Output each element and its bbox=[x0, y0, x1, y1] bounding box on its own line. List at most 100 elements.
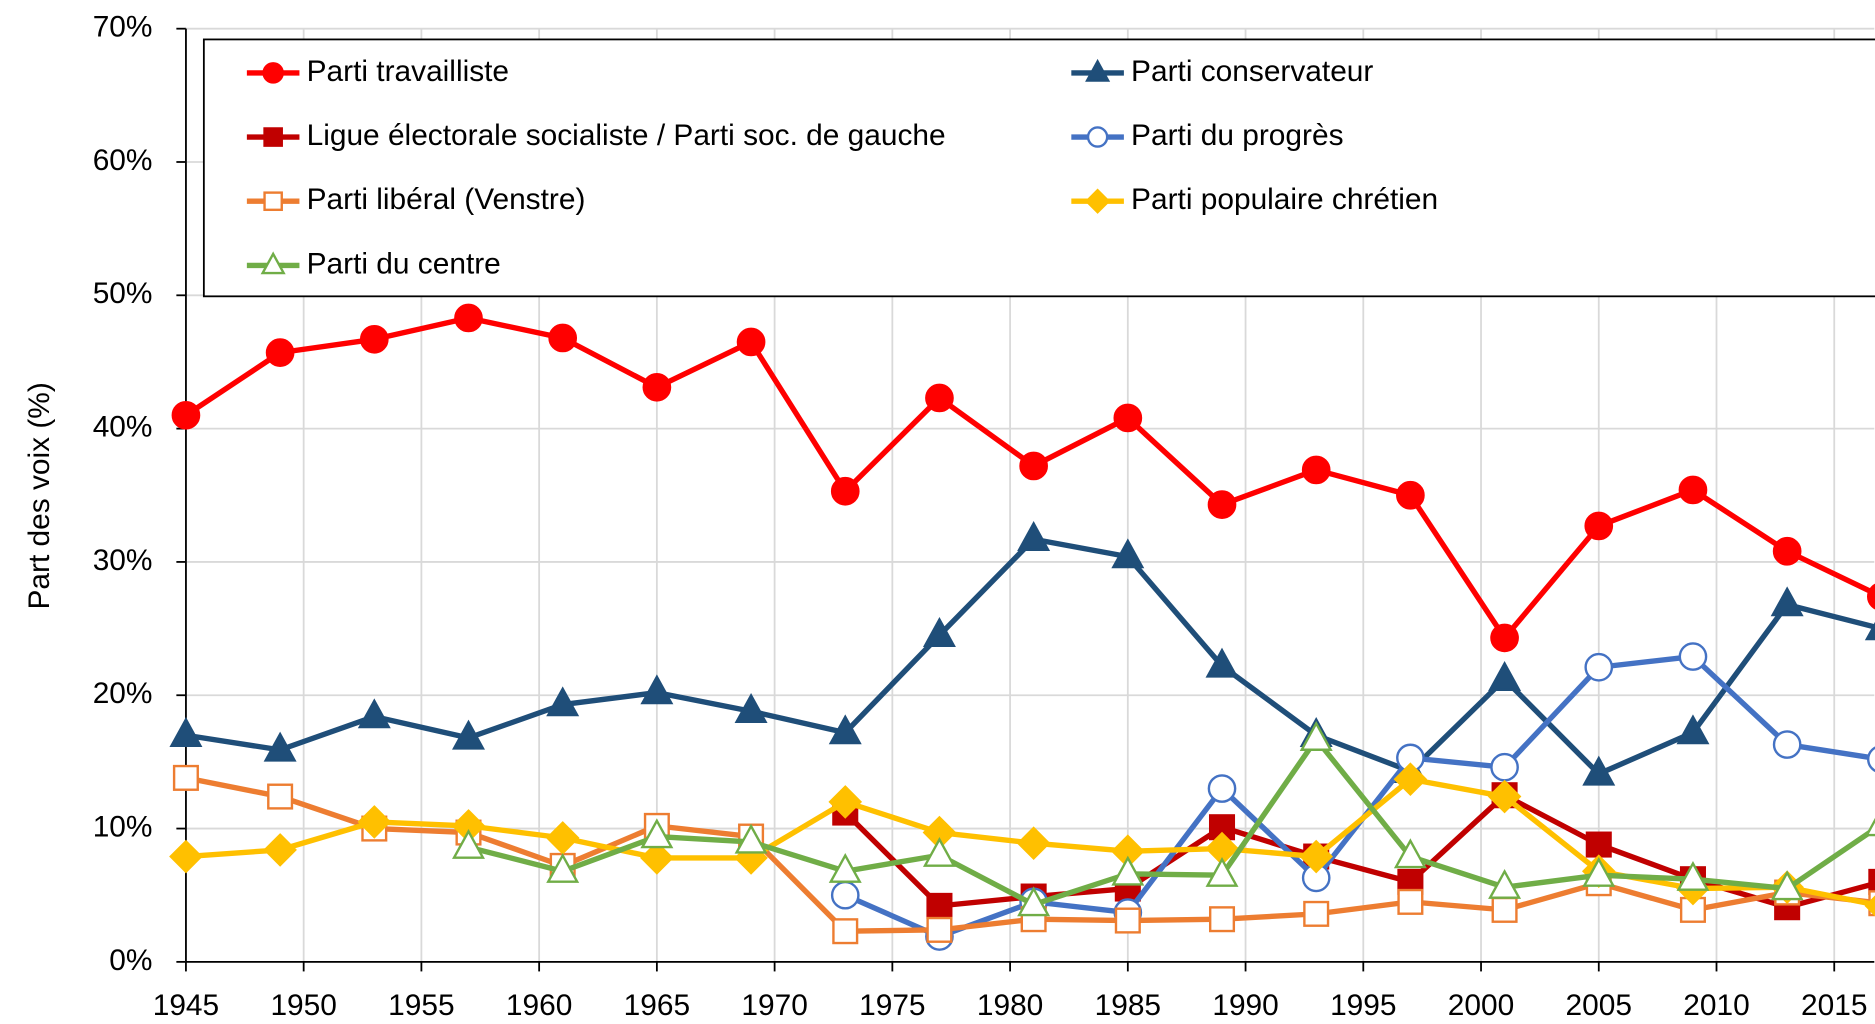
legend-marker bbox=[260, 251, 286, 275]
data-point bbox=[1019, 451, 1048, 481]
data-point bbox=[1491, 896, 1518, 923]
data-point bbox=[830, 880, 860, 910]
data-point bbox=[1678, 475, 1708, 505]
data-point bbox=[925, 383, 954, 413]
legend-label: Ligue électorale socialiste / Parti soc.… bbox=[307, 119, 946, 152]
data-point bbox=[171, 400, 201, 430]
x-tick-label: 1975 bbox=[859, 989, 925, 1022]
x-tick-label: 1960 bbox=[506, 989, 572, 1022]
data-point bbox=[1487, 779, 1522, 814]
legend-marker bbox=[1086, 126, 1109, 148]
x-tick-label: 2005 bbox=[1566, 989, 1632, 1022]
data-point bbox=[172, 764, 199, 791]
data-point bbox=[1017, 886, 1051, 917]
data-point bbox=[267, 783, 294, 810]
legend-label: Parti du centre bbox=[307, 247, 501, 280]
data-point bbox=[359, 324, 389, 354]
data-point bbox=[169, 839, 203, 874]
data-point bbox=[922, 836, 956, 867]
data-point bbox=[1111, 855, 1145, 886]
x-tick-label: 1965 bbox=[624, 989, 690, 1022]
data-point bbox=[1205, 856, 1239, 887]
data-point bbox=[828, 785, 863, 819]
data-point bbox=[734, 692, 768, 723]
data-point bbox=[1016, 826, 1051, 861]
y-tick-label: 50% bbox=[93, 277, 153, 310]
legend-label: Parti conservateur bbox=[1131, 55, 1373, 88]
data-point bbox=[1207, 774, 1237, 803]
data-point bbox=[1676, 714, 1710, 745]
x-tick-label: 2015 bbox=[1801, 989, 1867, 1022]
data-point bbox=[1299, 839, 1334, 874]
legend-marker bbox=[1085, 58, 1111, 82]
data-point bbox=[1301, 455, 1331, 485]
y-tick-label: 70% bbox=[93, 11, 153, 44]
data-point bbox=[1868, 868, 1875, 895]
y-tick-label: 40% bbox=[93, 411, 153, 444]
x-tick-label: 1985 bbox=[1095, 989, 1161, 1022]
data-point bbox=[263, 833, 297, 867]
data-point bbox=[1490, 623, 1519, 653]
legend-box bbox=[202, 38, 1875, 298]
data-point bbox=[1017, 521, 1051, 551]
legend-label: Parti populaire chrétien bbox=[1131, 183, 1438, 216]
data-point bbox=[1584, 652, 1614, 682]
data-point bbox=[452, 719, 485, 750]
data-point bbox=[1114, 907, 1141, 934]
y-tick-label: 30% bbox=[93, 544, 153, 577]
data-point bbox=[1393, 762, 1428, 797]
y-axis-label: Part des voix (%) bbox=[23, 382, 56, 609]
y-tick-label: 60% bbox=[93, 144, 153, 177]
data-point bbox=[1864, 895, 1875, 917]
data-point bbox=[1864, 817, 1875, 837]
legend-label: Parti du progrès bbox=[1131, 119, 1343, 152]
data-point bbox=[1303, 900, 1330, 927]
data-point bbox=[454, 303, 483, 333]
data-point bbox=[1490, 752, 1519, 782]
series-line bbox=[467, 736, 1875, 908]
data-point bbox=[357, 805, 392, 839]
legend-marker bbox=[263, 127, 283, 147]
data-point bbox=[640, 674, 674, 705]
x-tick-label: 2010 bbox=[1683, 989, 1749, 1022]
data-point bbox=[734, 823, 768, 854]
data-point bbox=[640, 818, 674, 849]
data-point bbox=[1770, 586, 1804, 617]
data-point bbox=[1585, 831, 1612, 858]
data-point bbox=[1867, 583, 1875, 610]
x-tick-label: 1945 bbox=[153, 989, 219, 1022]
data-point bbox=[1582, 856, 1616, 887]
data-point bbox=[357, 698, 391, 729]
data-point bbox=[1205, 647, 1239, 678]
data-point bbox=[263, 731, 297, 762]
legend-marker bbox=[1084, 188, 1111, 214]
x-tick-label: 1950 bbox=[270, 989, 336, 1022]
data-point bbox=[1299, 720, 1333, 751]
data-point bbox=[640, 841, 674, 875]
data-point bbox=[452, 828, 485, 859]
data-point bbox=[1207, 490, 1237, 519]
data-point bbox=[1676, 860, 1710, 891]
data-point bbox=[169, 716, 203, 747]
data-point bbox=[1582, 755, 1616, 786]
data-point bbox=[1770, 870, 1804, 901]
data-point bbox=[548, 323, 578, 353]
data-point bbox=[1393, 838, 1427, 869]
data-point bbox=[1772, 730, 1802, 759]
data-point bbox=[1111, 538, 1145, 569]
data-point bbox=[830, 476, 860, 506]
data-point bbox=[926, 916, 953, 943]
data-point bbox=[642, 372, 672, 402]
data-point bbox=[1678, 642, 1708, 671]
data-point bbox=[828, 714, 862, 745]
data-point bbox=[1867, 746, 1875, 773]
data-point bbox=[1113, 403, 1143, 433]
y-tick-label: 20% bbox=[93, 677, 153, 710]
legend-marker bbox=[263, 191, 283, 212]
legend-label: Parti libéral (Venstre) bbox=[307, 183, 586, 216]
data-point bbox=[828, 852, 862, 883]
data-point bbox=[545, 821, 580, 855]
x-tick-label: 1980 bbox=[977, 989, 1043, 1022]
legend-label: Parti travailliste bbox=[307, 55, 509, 88]
